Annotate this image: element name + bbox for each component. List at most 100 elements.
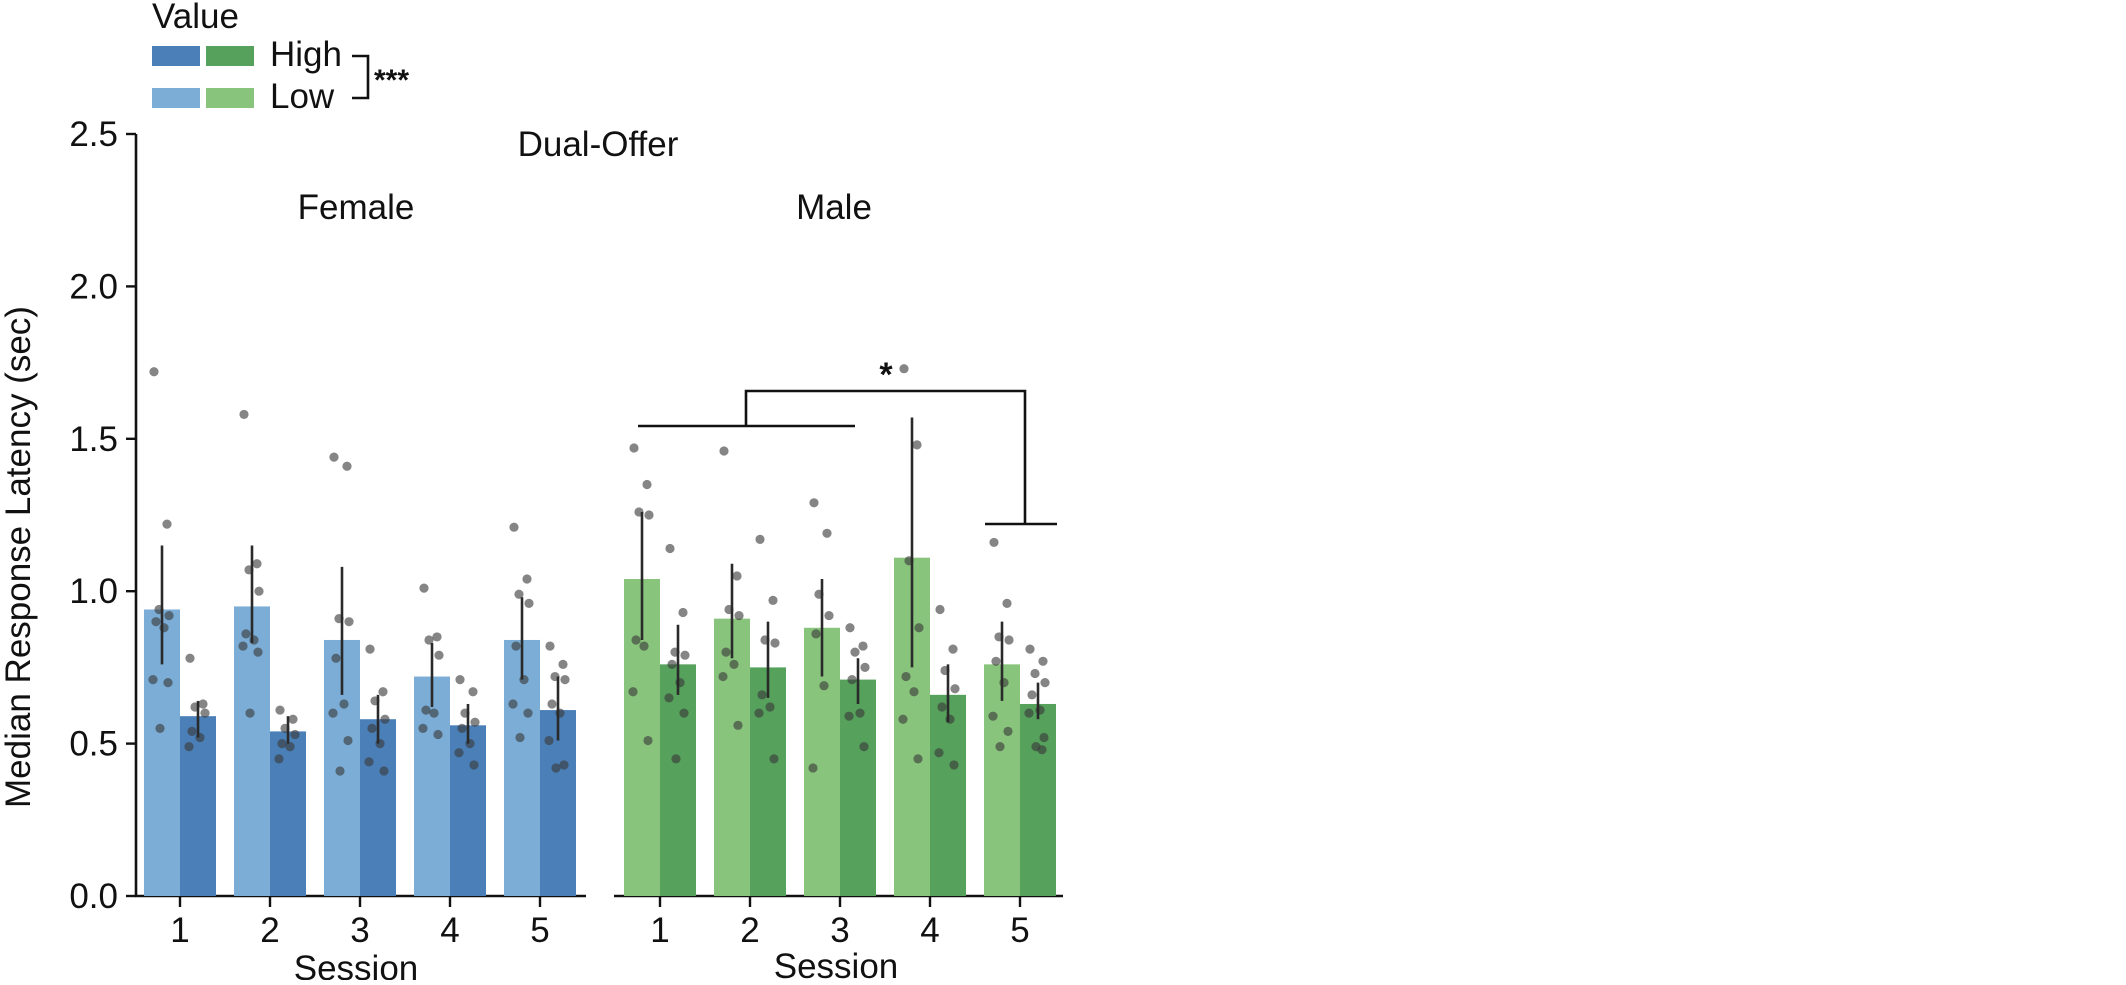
data-point: [433, 729, 443, 740]
data-point: [523, 708, 533, 718]
significance-bracket-stem: [744, 389, 1027, 524]
data-point: [148, 674, 158, 685]
data-point: [718, 671, 728, 682]
data-point: [511, 641, 521, 651]
x-tick-label-female: 4: [440, 911, 459, 950]
data-point: [239, 409, 249, 420]
data-point: [470, 717, 480, 727]
panel-title-female: Female: [298, 188, 415, 227]
data-points: [148, 364, 1050, 776]
data-point: [768, 595, 778, 605]
data-point: [238, 641, 248, 651]
data-point: [252, 559, 262, 569]
data-point: [1025, 644, 1035, 654]
data-point: [719, 446, 729, 456]
data-point: [245, 708, 255, 718]
legend-high-label: High: [270, 35, 342, 74]
data-point: [643, 735, 653, 746]
data-point: [949, 760, 959, 770]
data-point: [901, 671, 911, 682]
data-point: [809, 498, 819, 508]
data-point: [329, 452, 339, 462]
data-point: [819, 681, 829, 691]
x-axis-label-male: Session: [774, 947, 899, 980]
data-point: [808, 763, 818, 773]
data-point: [364, 757, 374, 767]
data-point: [847, 674, 857, 685]
data-point: [151, 617, 161, 627]
data-point: [434, 650, 444, 660]
data-point: [429, 708, 439, 718]
data-point: [909, 687, 919, 697]
data-point: [331, 653, 341, 663]
data-point: [855, 708, 865, 718]
data-point: [328, 708, 338, 718]
data-point: [665, 543, 675, 554]
data-point: [898, 714, 908, 724]
data-point: [344, 617, 354, 627]
legend-title: Value: [152, 0, 239, 36]
data-point: [680, 650, 690, 660]
data-point: [850, 647, 860, 657]
data-point: [729, 659, 739, 669]
data-point: [454, 748, 464, 758]
data-point: [754, 708, 764, 718]
x-tick-label-female: 2: [260, 911, 279, 950]
data-point: [508, 699, 518, 709]
y-tick-label: 1.5: [69, 420, 118, 459]
data-point: [989, 537, 999, 548]
y-tick-label: 0.0: [69, 877, 118, 916]
data-point: [1003, 726, 1013, 737]
bar-male-high-session-2: [750, 667, 786, 896]
data-point: [860, 662, 870, 673]
data-point: [514, 589, 524, 599]
data-point: [469, 760, 479, 770]
data-point: [639, 641, 649, 651]
legend-swatch-female-low: [152, 88, 200, 108]
data-point: [290, 729, 300, 740]
data-point: [733, 720, 743, 730]
data-point: [991, 656, 1001, 666]
data-point: [667, 659, 677, 669]
data-point: [343, 735, 353, 746]
data-point: [155, 723, 165, 733]
data-point: [185, 653, 195, 663]
data-point: [288, 714, 298, 724]
x-tick-label-male: 4: [920, 911, 939, 950]
data-point: [241, 629, 251, 639]
data-point: [149, 367, 159, 377]
bar-male-low-session-5: [984, 664, 1020, 896]
x-tick-label-male: 2: [740, 911, 759, 950]
data-point: [545, 641, 555, 651]
legend-swatch-male-high: [206, 46, 254, 66]
data-point: [367, 723, 377, 733]
data-point: [419, 583, 429, 593]
data-point: [642, 479, 652, 490]
data-point: [457, 723, 467, 733]
data-point: [757, 690, 767, 700]
data-point: [184, 742, 194, 752]
data-point: [844, 711, 854, 721]
data-point: [378, 687, 388, 697]
data-point: [1040, 678, 1050, 688]
data-point: [515, 732, 525, 743]
data-point: [769, 754, 779, 764]
data-point: [198, 699, 208, 709]
data-point: [1004, 635, 1014, 645]
data-point: [734, 610, 744, 621]
y-ticks: 0.0 0.5 1.0 1.5 2.0 2.5: [69, 115, 136, 916]
data-point: [811, 629, 821, 639]
data-point: [679, 708, 689, 718]
data-point: [664, 693, 674, 703]
x-ticks: 1 2 3 4 5 1 2 3 4 5: [170, 896, 1030, 950]
data-point: [755, 534, 765, 544]
data-point: [544, 735, 554, 746]
data-point: [560, 674, 570, 685]
bar-female-high-session-1: [180, 716, 216, 896]
data-point: [164, 610, 174, 621]
bar-female-high-session-3: [360, 719, 396, 896]
data-point: [551, 763, 561, 773]
data-point: [1027, 690, 1037, 700]
data-point: [524, 598, 534, 608]
data-point: [380, 714, 390, 724]
